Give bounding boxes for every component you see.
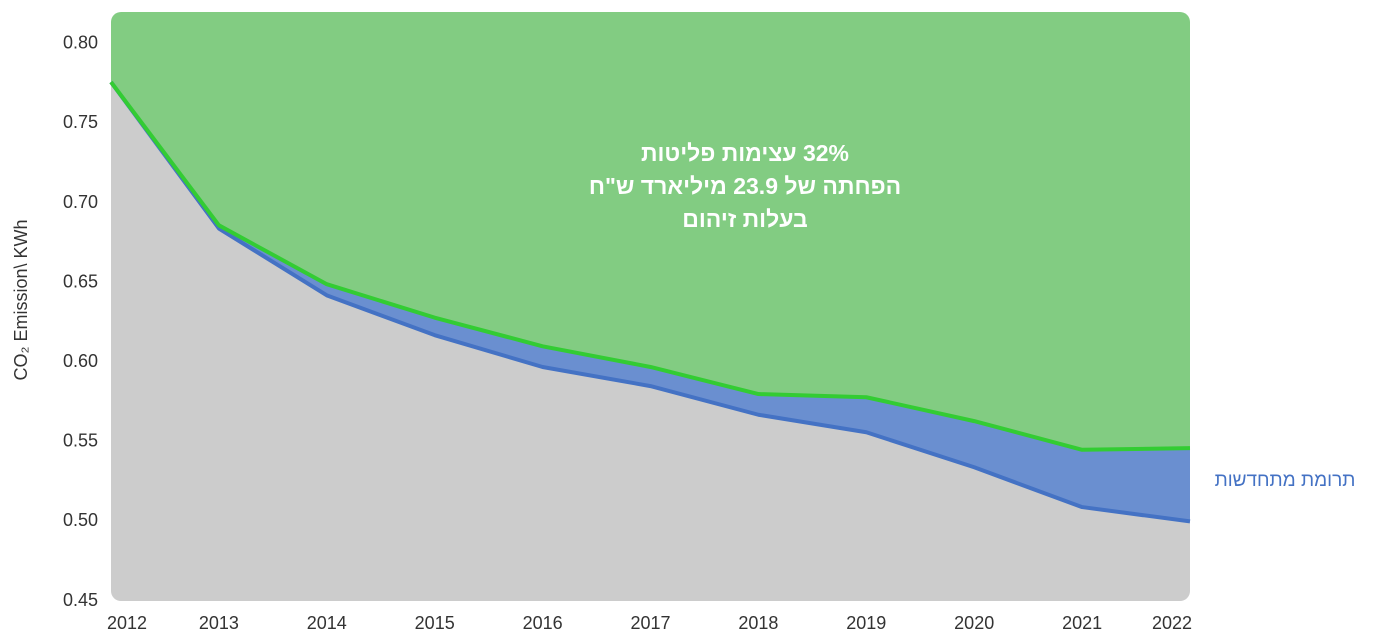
- band-label: תרומת מתחדשות: [1215, 470, 1356, 491]
- plot-area: [111, 12, 1190, 601]
- y-tick-label: 0.45: [63, 590, 98, 610]
- line: [109, 80, 1191, 524]
- y-tick-label: 0.80: [63, 33, 98, 53]
- annotation: 32% עצימות פליטות: [641, 140, 849, 166]
- base-area: [111, 82, 1190, 601]
- x-tick-label: 2020: [954, 613, 994, 633]
- x-tick-label: 2012: [107, 613, 147, 633]
- y-tick-label: 0.70: [63, 192, 98, 212]
- x-tick-label: 2018: [738, 613, 778, 633]
- x-tick-label: 2021: [1062, 613, 1102, 633]
- band-area: [111, 82, 1190, 522]
- y-tick-label: 0.50: [63, 510, 98, 530]
- y-tick-label: 0.65: [63, 271, 98, 291]
- annotation: הפחתה של 23.9 מיליארד ש"ח: [589, 173, 901, 199]
- top-area: [111, 12, 1190, 450]
- x-tick-label: 2017: [630, 613, 670, 633]
- x-tick-label: 2015: [415, 613, 455, 633]
- y-tick-label: 0.75: [63, 112, 98, 132]
- x-tick-label: 2022: [1152, 613, 1192, 633]
- y-axis-label: CO₂ Emission\ KWh: [11, 219, 31, 380]
- x-tick-label: 2013: [199, 613, 239, 633]
- line: [109, 80, 1191, 452]
- x-tick-label: 2014: [307, 613, 347, 633]
- x-tick-label: 2019: [846, 613, 886, 633]
- y-tick-label: 0.55: [63, 431, 98, 451]
- y-tick-label: 0.60: [63, 351, 98, 371]
- x-tick-label: 2016: [523, 613, 563, 633]
- annotation: בעלות זיהום: [682, 206, 807, 232]
